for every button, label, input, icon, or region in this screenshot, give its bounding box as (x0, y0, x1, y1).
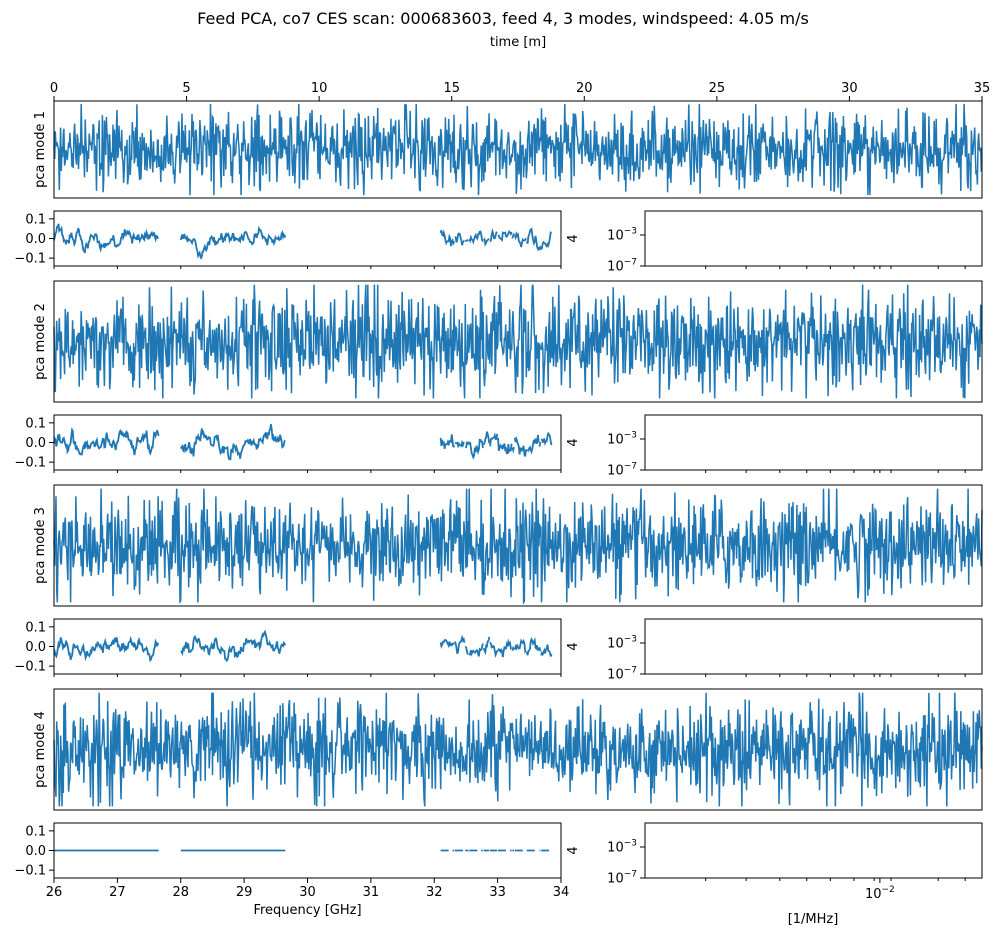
time-stream-frame (53, 484, 983, 607)
power-ytick-exponent: −3 (624, 839, 637, 849)
power-spectrum-panel: 10−3 10−7 4 (566, 635, 966, 683)
frequency-panel: −0.1 0.0 0.1 (14, 416, 562, 473)
frequency-ytick-label: −0.1 (14, 252, 46, 267)
frequency-panel: −0.1 0.0 0.1 26 27 28 29 30 31 32 33 34 Frequency [G… (14, 824, 569, 918)
time-stream-frame (53, 688, 983, 811)
power-ylabel: 4 (566, 234, 581, 242)
power-ytick-label: 10−3 (607, 635, 637, 652)
power-spectrum-frame (644, 414, 983, 471)
time-axis-tick-label: 25 (709, 81, 726, 96)
time-stream-frame (53, 100, 983, 199)
power-spectrum-frame (644, 210, 983, 267)
frequency-segment-line (180, 629, 287, 663)
power-ytick-label: 10−3 (607, 431, 637, 448)
frequency-ytick-label: −0.1 (14, 660, 46, 675)
time-axis-label: time [m] (490, 35, 546, 50)
power-ytick-label: 10−7 (607, 870, 637, 887)
power-ylabel: 4 (566, 438, 581, 446)
power-ytick-exponent: −3 (624, 227, 637, 237)
frequency-xtick-label: 26 (46, 885, 63, 900)
frequency-xtick-label: 31 (363, 885, 380, 900)
frequency-xlabel: Frequency [GHz] (253, 903, 361, 918)
frequency-ytick-label: 0.1 (25, 824, 46, 839)
frequency-panel: −0.1 0.0 0.1 (14, 212, 562, 269)
power-ytick-label: 10−3 (607, 227, 637, 244)
power-ytick-exponent: −7 (624, 870, 637, 880)
frequency-segment-line (53, 427, 160, 456)
time-axis-tick-label: 0 (50, 81, 58, 96)
frequency-frame (53, 210, 562, 267)
frequency-ytick-label: 0.1 (25, 620, 46, 635)
power-xtick-exponent: −2 (882, 885, 895, 895)
time-stream-panel: pca mode 4 (33, 692, 983, 807)
time-stream-line (53, 284, 983, 399)
frequency-frame (53, 414, 562, 471)
time-stream-frame (53, 280, 983, 403)
frequency-xtick-label: 29 (236, 885, 253, 900)
time-axis-tick-label: 5 (182, 81, 190, 96)
time-axis-tick-label: 30 (841, 81, 858, 96)
frequency-ytick-label: −0.1 (14, 864, 46, 879)
frequency-ytick-label: 0.1 (25, 416, 46, 431)
power-ytick-label: 10−7 (607, 666, 637, 683)
frequency-segment-line (439, 634, 553, 659)
frequency-xtick-label: 32 (426, 885, 443, 900)
power-ytick-exponent: −3 (624, 431, 637, 441)
frequency-segment-line (439, 431, 553, 460)
frequency-xtick-label: 34 (553, 885, 570, 900)
power-spectrum-panel: 10−3 10−7 4 10−2 [1/MHz] (566, 839, 966, 927)
time-stream-ylabel: pca mode 3 (33, 507, 48, 584)
frequency-xtick-label: 27 (109, 885, 126, 900)
time-stream-line (53, 488, 983, 605)
panels: pca mode 10 5 10 15 20 25 30 35 time [m] −0.1 0.0 0… (14, 35, 990, 927)
power-spectrum-panel: 10−3 10−7 4 (566, 431, 966, 479)
time-axis-tick-label: 15 (443, 81, 460, 96)
power-ytick-exponent: −7 (624, 462, 637, 472)
time-stream-line (53, 692, 983, 807)
frequency-panel: −0.1 0.0 0.1 (14, 620, 562, 677)
time-axis-tick-label: 20 (576, 81, 593, 96)
time-stream-panel: pca mode 3 (33, 488, 983, 605)
time-stream-line (53, 103, 983, 196)
frequency-xtick-label: 28 (172, 885, 189, 900)
frequency-frame (53, 618, 562, 675)
power-xlabel: [1/MHz] (788, 912, 839, 927)
time-stream-ylabel: pca mode 4 (33, 711, 48, 788)
time-stream-panel: pca mode 10 5 10 15 20 25 30 35 time [m] (33, 35, 991, 196)
frequency-segment-line (179, 424, 286, 461)
power-ytick-label: 10−7 (607, 462, 637, 479)
frequency-xtick-label: 33 (489, 885, 506, 900)
frequency-ytick-label: 0.0 (25, 436, 46, 451)
power-ytick-label: 10−7 (607, 258, 637, 275)
power-ytick-exponent: −3 (624, 635, 637, 645)
time-stream-ylabel: pca mode 1 (33, 111, 48, 188)
frequency-xtick-label: 30 (299, 885, 316, 900)
power-spectrum-frame (644, 618, 983, 675)
frequency-segment-line (53, 635, 159, 663)
time-axis-tick-label: 10 (311, 81, 328, 96)
frequency-ytick-label: 0.0 (25, 640, 46, 655)
power-ytick-exponent: −7 (624, 666, 637, 676)
frequency-ytick-label: 0.0 (25, 232, 46, 247)
frequency-segment-line (439, 227, 553, 252)
time-stream-panel: pca mode 2 (33, 284, 983, 399)
power-ytick-exponent: −7 (624, 258, 637, 268)
power-xtick-label: 10−2 (865, 885, 895, 902)
power-ytick-label: 10−3 (607, 839, 637, 856)
power-ylabel: 4 (566, 642, 581, 650)
frequency-segment-line (53, 223, 159, 254)
frequency-ytick-label: 0.1 (25, 212, 46, 227)
frequency-frame (53, 822, 562, 879)
frequency-ytick-label: 0.0 (25, 844, 46, 859)
time-axis-tick-label: 35 (974, 81, 991, 96)
figure-title: Feed PCA, co7 CES scan: 000683603, feed … (197, 9, 809, 28)
power-ylabel: 4 (566, 846, 581, 854)
frequency-ytick-label: −0.1 (14, 456, 46, 471)
frequency-segment-line (179, 225, 287, 260)
power-spectrum-frame (644, 822, 983, 879)
time-stream-ylabel: pca mode 2 (33, 303, 48, 380)
power-spectrum-panel: 10−3 10−7 4 (566, 227, 966, 275)
